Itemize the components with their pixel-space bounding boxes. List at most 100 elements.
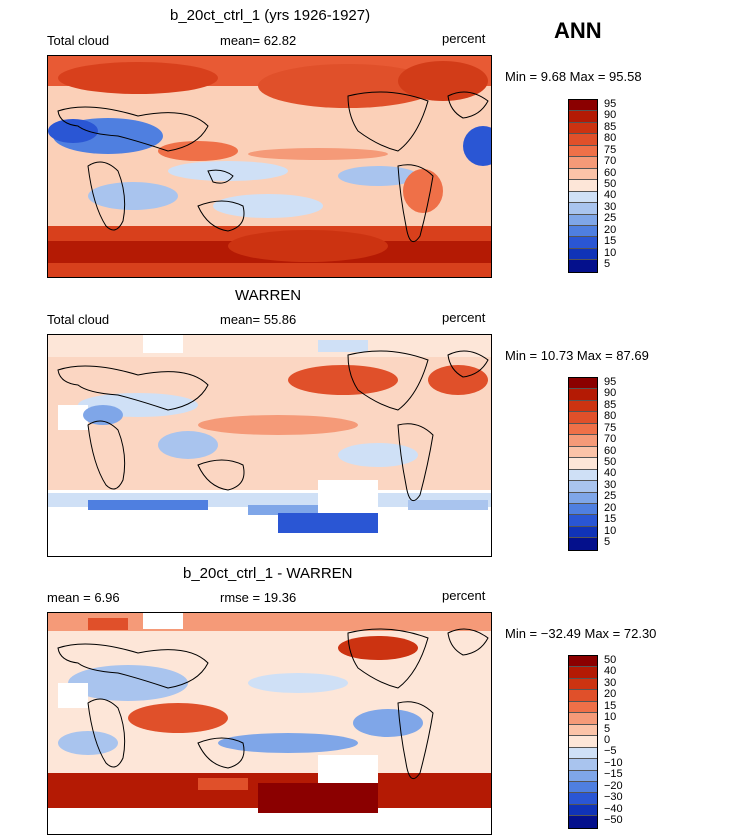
panel-3-center-label: rmse = 19.36 (220, 590, 297, 605)
colorbar-segment (569, 816, 597, 828)
colorbar-segment (569, 225, 597, 238)
colorbar-label: 70 (604, 433, 617, 446)
colorbar-label: 60 (604, 166, 617, 179)
panel-2-center-label: mean= 55.86 (220, 312, 297, 327)
colorbar-segment (569, 191, 597, 204)
colorbar-label: 80 (604, 410, 617, 423)
colorbar-segment (569, 157, 597, 169)
colorbar-segment (569, 678, 597, 691)
colorbar-segment (569, 446, 597, 459)
colorbar-label: 50 (604, 178, 617, 190)
colorbar-segment (569, 458, 597, 470)
colorbar-label: −10 (604, 756, 623, 769)
colorbar-label: 40 (604, 467, 617, 480)
colorbar-label: 20 (604, 501, 617, 514)
colorbar-label: 10 (604, 246, 617, 259)
colorbar-segment (569, 423, 597, 436)
colorbar-label: −20 (604, 779, 623, 792)
panel-1-map (47, 55, 492, 278)
colorbar-segment (569, 389, 597, 401)
colorbar-segment (569, 260, 597, 272)
colorbar-label: 90 (604, 109, 617, 122)
panel-3-colorbar (568, 655, 598, 829)
colorbar-segment (569, 168, 597, 181)
colorbar-segment (569, 736, 597, 748)
colorbar-segment (569, 667, 597, 679)
colorbar-segment (569, 378, 597, 390)
colorbar-label: 20 (604, 688, 617, 701)
colorbar-segment (569, 400, 597, 413)
panel-2-map (47, 334, 492, 557)
panel-3-left-label: mean = 6.96 (47, 590, 120, 605)
colorbar-label: 40 (604, 189, 617, 202)
colorbar-label: 5 (604, 722, 611, 735)
colorbar-segment (569, 804, 597, 817)
colorbar-segment (569, 111, 597, 123)
colorbar-label: 10 (604, 524, 617, 537)
colorbar-label: −15 (604, 768, 623, 781)
colorbar-label: 5 (604, 258, 611, 271)
colorbar-segment (569, 759, 597, 771)
colorbar-segment (569, 412, 597, 424)
panel-3-minmax: Min = −32.49 Max = 72.30 (505, 626, 657, 641)
colorbar-label: 75 (604, 421, 617, 434)
colorbar-segment (569, 701, 597, 714)
colorbar-segment (569, 435, 597, 447)
panel-2-minmax: Min = 10.73 Max = 87.69 (505, 348, 649, 363)
panel-2-right-label: percent (442, 310, 486, 325)
colorbar-segment (569, 214, 597, 226)
colorbar-segment (569, 747, 597, 760)
colorbar-label: 10 (604, 711, 617, 724)
colorbar-label: 15 (604, 699, 617, 712)
colorbar-label: 90 (604, 387, 617, 400)
colorbar-label: 95 (604, 97, 617, 110)
colorbar-segment (569, 134, 597, 146)
panel-3-right-label: percent (442, 588, 486, 603)
colorbar-segment (569, 793, 597, 805)
colorbar-label: 50 (604, 456, 617, 468)
colorbar-label: −5 (604, 745, 617, 758)
colorbar-label: −50 (604, 814, 623, 827)
colorbar-segment (569, 203, 597, 215)
colorbar-segment (569, 713, 597, 725)
colorbar-segment (569, 248, 597, 261)
colorbar-label: 5 (604, 536, 611, 549)
colorbar-segment (569, 656, 597, 668)
colorbar-segment (569, 469, 597, 482)
colorbar-segment (569, 237, 597, 249)
panel-1-title: b_20ct_ctrl_1 (yrs 1926-1927) (170, 7, 371, 24)
colorbar-segment (569, 492, 597, 504)
colorbar-segment (569, 503, 597, 516)
colorbar-segment (569, 724, 597, 737)
colorbar-label: 80 (604, 132, 617, 145)
colorbar-label: −30 (604, 791, 623, 804)
panel-1-colorbar (568, 99, 598, 273)
colorbar-segment (569, 145, 597, 158)
panel-2-title: WARREN (235, 287, 302, 304)
colorbar-label: −40 (604, 802, 623, 815)
panel-3-title: b_20ct_ctrl_1 - WARREN (183, 565, 353, 582)
colorbar-label: 15 (604, 513, 617, 526)
colorbar-label: 0 (604, 734, 611, 746)
colorbar-label: 70 (604, 155, 617, 168)
colorbar-segment (569, 690, 597, 702)
panel-1-left-label: Total cloud (47, 33, 110, 48)
colorbar-label: 30 (604, 676, 617, 689)
colorbar-label: 50 (604, 653, 617, 666)
panel-2-left-label: Total cloud (47, 312, 110, 327)
colorbar-label: 30 (604, 478, 617, 491)
colorbar-label: 15 (604, 235, 617, 248)
panel-1-center-label: mean= 62.82 (220, 33, 297, 48)
colorbar-segment (569, 538, 597, 550)
panel-1-minmax: Min = 9.68 Max = 95.58 (505, 69, 642, 84)
colorbar-label: 60 (604, 444, 617, 457)
colorbar-label: 40 (604, 665, 617, 678)
colorbar-label: 30 (604, 200, 617, 213)
season-label: ANN (554, 18, 602, 43)
colorbar-segment (569, 100, 597, 112)
colorbar-segment (569, 481, 597, 493)
colorbar-label: 85 (604, 120, 617, 133)
colorbar-segment (569, 180, 597, 192)
panel-2-colorbar (568, 377, 598, 551)
colorbar-segment (569, 770, 597, 782)
